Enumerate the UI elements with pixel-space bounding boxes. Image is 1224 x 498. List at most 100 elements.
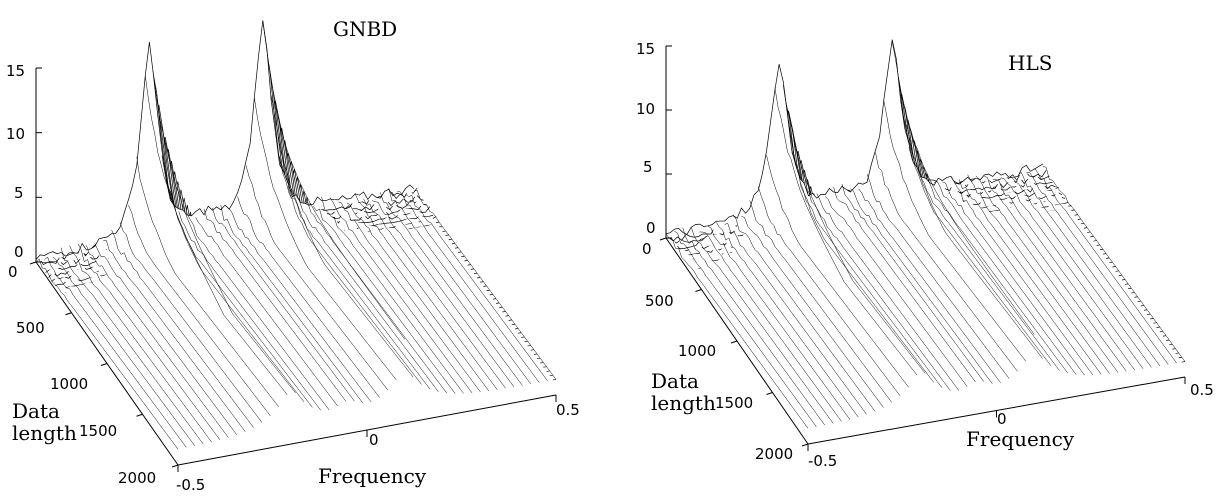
gnbd-ylabel-text: Data	[12, 399, 60, 423]
surface-grid-line	[77, 243, 221, 441]
surface-grid-line	[858, 188, 1001, 384]
surface-grid-line	[757, 186, 901, 397]
surface-grid-line	[833, 186, 976, 383]
y-tick-mark	[171, 464, 179, 468]
ylabel-line-2: length	[12, 421, 77, 445]
surface-slice-line	[35, 20, 415, 260]
surface-grid-line	[94, 243, 238, 435]
surface-slice-fill	[36, 20, 414, 262]
surface-grid-line	[791, 151, 934, 383]
surface-grid-line	[371, 200, 515, 388]
surface-grid-line	[841, 183, 985, 382]
y-tick-mark	[730, 340, 738, 344]
gnbd-x-tick: 0	[369, 431, 379, 449]
hls-ylabel: Data length	[651, 369, 716, 415]
hls-z-tick: 10	[636, 100, 655, 118]
surface-grid-line	[925, 173, 1068, 374]
y-tick-mark	[136, 413, 143, 417]
gnbd-x-tick: 0.5	[556, 401, 580, 419]
hls-title: HLS	[1008, 51, 1052, 75]
surface-grid-line	[170, 190, 313, 408]
surface-grid-line	[354, 193, 498, 390]
surface-slice-line	[665, 39, 1044, 235]
surface-grid-line	[975, 175, 1119, 373]
gnbd-z-tick: 10	[6, 125, 25, 143]
surface-grid-line	[44, 256, 187, 448]
hls-y-tick: 0	[642, 240, 652, 258]
surface-grid-line	[186, 214, 330, 411]
surface-grid-line	[699, 231, 842, 422]
surface-grid-line	[212, 207, 355, 402]
surface-grid-line	[287, 185, 431, 390]
y-tick-mark	[65, 312, 72, 316]
surface-grid-line	[111, 229, 254, 428]
hls-y-tick: 2000	[755, 445, 793, 463]
surface-grid-line	[136, 156, 279, 408]
surface-grid-line	[690, 226, 834, 424]
ylabel-line-2: length	[651, 391, 716, 415]
gnbd-ylabel: Data length	[12, 399, 77, 445]
surface-grid-line	[413, 190, 557, 380]
surface-grid-line	[942, 181, 1085, 376]
surface-grid-line	[984, 175, 1127, 372]
surface-grid-line	[1026, 171, 1169, 365]
surface-grid-line	[958, 179, 1102, 375]
gnbd-title: GNBD	[333, 17, 397, 41]
hls-z-tick: 5	[643, 158, 653, 176]
surface-grid-line	[1001, 177, 1144, 369]
surface-grid-line	[1009, 175, 1152, 368]
gnbd-y-tick: 2000	[118, 469, 156, 487]
surface-grid-line	[220, 205, 363, 404]
surface-grid-line	[766, 155, 909, 388]
gnbd-surface-plot: GNBD 15 10 5 0 0 500 1000 1500 2000 -0.5…	[6, 17, 580, 494]
surface-grid-line	[321, 196, 464, 394]
surface-grid-line	[262, 21, 406, 340]
gnbd-z-tick: 15	[6, 62, 25, 80]
surface-grid-line	[312, 205, 456, 394]
surface-grid-line	[296, 195, 439, 392]
surface-grid-line	[128, 205, 271, 417]
surface-grid-line	[674, 230, 817, 427]
hls-x-tick: 0	[997, 410, 1007, 428]
surface-grid-line	[69, 245, 212, 443]
surface-grid-line	[363, 198, 506, 389]
y-tick-mark	[100, 363, 108, 366]
surface-grid-line	[741, 216, 884, 408]
surface-grid-line	[380, 192, 523, 386]
gnbd-z-tick: 5	[14, 184, 24, 202]
gnbd-axes	[29, 67, 557, 472]
surface-grid-line	[254, 97, 397, 381]
surface-grid-line	[816, 193, 960, 391]
gnbd-x-tick: -0.5	[176, 476, 205, 493]
y-tick-mark	[801, 443, 809, 447]
y-tick-mark	[29, 261, 37, 265]
surface-grid-line	[388, 188, 532, 385]
surface-grid-line	[405, 194, 548, 382]
surface-grid-line	[195, 217, 338, 407]
surface-grid-line	[883, 100, 1027, 362]
gnbd-xlabel: Frequency	[318, 464, 427, 488]
surface-grid-line	[716, 222, 859, 418]
y-tick-mark	[659, 237, 667, 241]
hls-x-tick: 0.5	[1190, 381, 1214, 399]
surface-grid-line	[329, 197, 473, 394]
surface-grid-line	[270, 95, 414, 378]
hls-ylabel-text: Data	[651, 369, 699, 393]
surface-grid-line	[749, 200, 892, 403]
surface-grid-line	[967, 174, 1110, 374]
surface-grid-line	[875, 152, 1018, 372]
hls-z-tick: 15	[636, 40, 655, 58]
surface-grid-line	[119, 222, 263, 423]
gnbd-y-tick: 0	[8, 263, 18, 281]
surface-grid-line	[1017, 171, 1161, 367]
surface-grid-line	[908, 147, 1052, 366]
surface-grid-line	[178, 211, 321, 411]
surface-grid-line	[86, 245, 229, 438]
y-tick-mark	[766, 392, 773, 395]
surface-slice-fill	[666, 39, 1043, 238]
surface-grid-line	[707, 225, 851, 420]
surface-grid-line	[992, 178, 1135, 371]
hls-z-tick: 0	[646, 219, 656, 237]
surface-grid-line	[346, 202, 490, 392]
surface-grid-line	[237, 196, 380, 398]
